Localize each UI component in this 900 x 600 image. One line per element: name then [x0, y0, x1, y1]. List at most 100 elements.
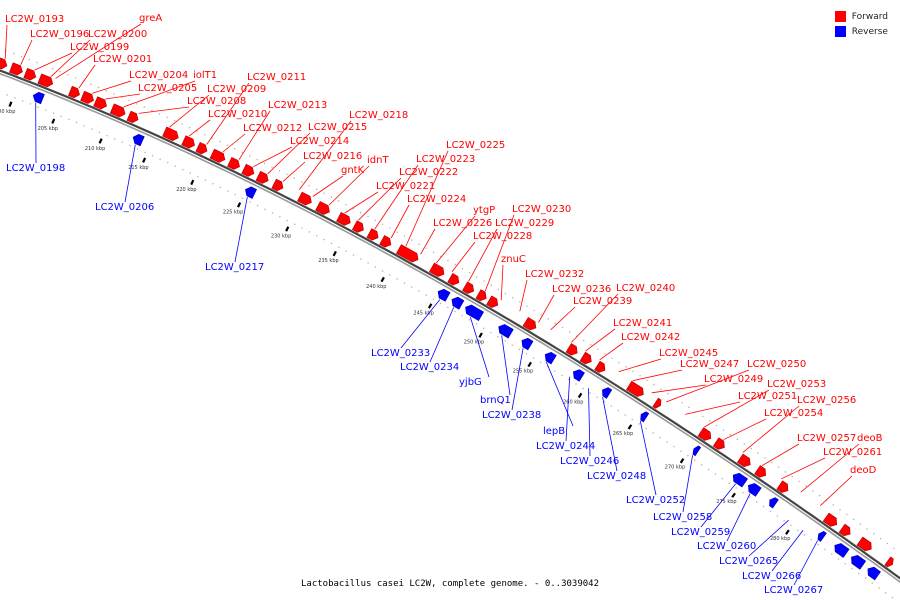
forward-gene-marker[interactable]: [522, 316, 537, 331]
forward-gene-marker[interactable]: [652, 397, 662, 409]
forward-gene-marker[interactable]: [366, 228, 379, 241]
reverse-gene-label[interactable]: LC2W_0246: [560, 456, 619, 467]
forward-gene-label[interactable]: LC2W_0240: [616, 283, 675, 294]
forward-gene-marker[interactable]: [315, 201, 330, 215]
forward-gene-label[interactable]: LC2W_0193: [5, 14, 64, 25]
reverse-gene-marker[interactable]: [748, 483, 762, 497]
forward-gene-label[interactable]: LC2W_0249: [704, 374, 763, 385]
forward-gene-label[interactable]: LC2W_0213: [268, 100, 327, 111]
forward-gene-label[interactable]: LC2W_0232: [525, 269, 584, 280]
reverse-gene-label[interactable]: LC2W_0233: [371, 348, 430, 359]
forward-gene-label[interactable]: LC2W_0205: [138, 83, 197, 94]
forward-gene-label[interactable]: LC2W_0222: [399, 167, 458, 178]
reverse-gene-label[interactable]: LC2W_0217: [205, 262, 264, 273]
reverse-gene-marker[interactable]: [834, 543, 850, 558]
reverse-gene-label[interactable]: brnQ1: [480, 395, 511, 406]
forward-gene-label[interactable]: LC2W_0250: [747, 359, 806, 370]
forward-gene-label[interactable]: LC2W_0200: [88, 29, 147, 40]
forward-gene-marker[interactable]: [0, 57, 8, 70]
forward-gene-label[interactable]: LC2W_0208: [187, 96, 246, 107]
forward-gene-marker[interactable]: [579, 351, 592, 365]
forward-gene-label[interactable]: LC2W_0216: [303, 151, 362, 162]
forward-gene-marker[interactable]: [227, 157, 240, 170]
forward-gene-marker[interactable]: [428, 262, 445, 277]
forward-gene-label[interactable]: greA: [139, 13, 162, 24]
forward-gene-label[interactable]: iolT1: [193, 70, 217, 81]
reverse-gene-marker[interactable]: [437, 288, 451, 302]
forward-gene-label[interactable]: znuC: [501, 254, 526, 265]
forward-gene-label[interactable]: LC2W_0201: [93, 54, 152, 65]
reverse-gene-label[interactable]: LC2W_0265: [719, 556, 778, 567]
forward-gene-label[interactable]: LC2W_0256: [797, 395, 856, 406]
forward-gene-label[interactable]: LC2W_0221: [376, 181, 435, 192]
forward-gene-label[interactable]: LC2W_0247: [680, 359, 739, 370]
forward-gene-label[interactable]: LC2W_0215: [308, 122, 367, 133]
forward-gene-marker[interactable]: [271, 178, 284, 192]
forward-gene-label[interactable]: LC2W_0261: [823, 447, 882, 458]
forward-gene-label[interactable]: LC2W_0225: [446, 140, 505, 151]
forward-gene-label[interactable]: LC2W_0211: [247, 72, 306, 83]
reverse-gene-label[interactable]: LC2W_0198: [6, 163, 65, 174]
forward-gene-marker[interactable]: [486, 295, 499, 308]
reverse-gene-label[interactable]: LC2W_0244: [536, 441, 595, 452]
forward-gene-label[interactable]: LC2W_0196: [30, 29, 89, 40]
reverse-gene-marker[interactable]: [867, 566, 881, 581]
forward-gene-label[interactable]: LC2W_0224: [407, 194, 466, 205]
forward-gene-label[interactable]: LC2W_0241: [613, 318, 672, 329]
forward-gene-label[interactable]: LC2W_0214: [290, 136, 349, 147]
forward-gene-label[interactable]: LC2W_0223: [416, 154, 475, 165]
forward-gene-label[interactable]: LC2W_0242: [621, 332, 680, 343]
forward-gene-marker[interactable]: [126, 110, 139, 124]
forward-gene-label[interactable]: LC2W_0212: [243, 123, 302, 134]
reverse-gene-label[interactable]: yjbG: [459, 377, 482, 388]
forward-gene-label[interactable]: LC2W_0218: [349, 110, 408, 121]
reverse-gene-label[interactable]: LC2W_0266: [742, 571, 801, 582]
forward-gene-marker[interactable]: [162, 126, 179, 142]
reverse-gene-label[interactable]: LC2W_0252: [626, 495, 685, 506]
reverse-gene-marker[interactable]: [132, 133, 145, 147]
forward-gene-marker[interactable]: [336, 211, 351, 226]
forward-gene-marker[interactable]: [181, 135, 195, 149]
reverse-gene-marker[interactable]: [245, 186, 258, 199]
reverse-gene-label[interactable]: LC2W_0267: [764, 585, 823, 596]
forward-gene-marker[interactable]: [462, 281, 475, 294]
forward-gene-label[interactable]: LC2W_0210: [208, 109, 267, 120]
forward-gene-label[interactable]: LC2W_0254: [764, 408, 823, 419]
reverse-gene-label[interactable]: lepB: [543, 426, 565, 437]
reverse-gene-label[interactable]: LC2W_0238: [482, 410, 541, 421]
reverse-gene-marker[interactable]: [692, 445, 702, 457]
forward-gene-marker[interactable]: [255, 170, 269, 184]
forward-gene-label[interactable]: LC2W_0236: [552, 284, 611, 295]
reverse-gene-marker[interactable]: [817, 530, 827, 542]
reverse-gene-marker[interactable]: [465, 304, 485, 322]
forward-gene-label[interactable]: LC2W_0257: [797, 433, 856, 444]
reverse-gene-marker[interactable]: [640, 411, 650, 423]
reverse-gene-marker[interactable]: [851, 554, 867, 570]
forward-gene-marker[interactable]: [241, 163, 255, 177]
forward-gene-label[interactable]: ytgP: [473, 205, 495, 216]
forward-gene-marker[interactable]: [80, 90, 94, 104]
reverse-gene-marker[interactable]: [602, 387, 613, 399]
reverse-gene-marker[interactable]: [544, 351, 557, 365]
reverse-gene-marker[interactable]: [572, 369, 585, 382]
forward-gene-label[interactable]: gntK: [341, 165, 365, 176]
reverse-gene-marker[interactable]: [769, 497, 779, 509]
forward-gene-marker[interactable]: [754, 465, 767, 478]
reverse-gene-marker[interactable]: [32, 91, 45, 105]
forward-gene-marker[interactable]: [712, 437, 725, 450]
forward-gene-label[interactable]: LC2W_0209: [207, 84, 266, 95]
reverse-gene-label[interactable]: LC2W_0248: [587, 471, 646, 482]
forward-gene-label[interactable]: idnT: [367, 155, 389, 166]
forward-gene-label[interactable]: LC2W_0239: [573, 296, 632, 307]
forward-gene-label[interactable]: LC2W_0245: [659, 348, 718, 359]
forward-gene-marker[interactable]: [594, 360, 606, 373]
forward-gene-marker[interactable]: [625, 380, 644, 397]
reverse-gene-label[interactable]: LC2W_0259: [671, 527, 730, 538]
reverse-gene-marker[interactable]: [451, 296, 465, 310]
forward-gene-marker[interactable]: [395, 244, 419, 263]
reverse-gene-label[interactable]: LC2W_0260: [697, 541, 756, 552]
forward-gene-label[interactable]: LC2W_0251: [738, 391, 797, 402]
forward-gene-marker[interactable]: [776, 480, 789, 493]
reverse-gene-marker[interactable]: [521, 337, 534, 351]
forward-gene-label[interactable]: LC2W_0228: [473, 231, 532, 242]
